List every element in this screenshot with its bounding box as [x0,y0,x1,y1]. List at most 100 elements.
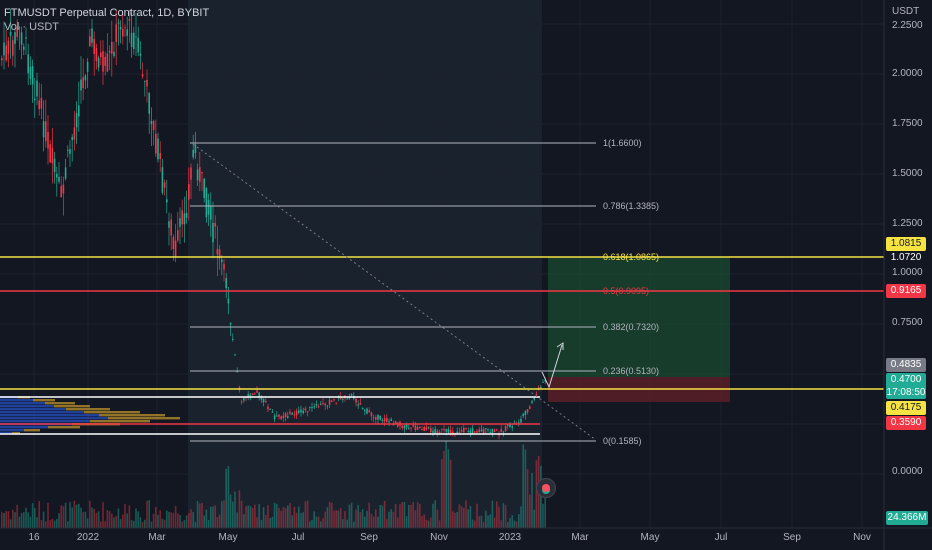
candle-body [144,80,146,82]
volume-bar [463,507,465,528]
candle-body [271,411,274,413]
volume-bar [302,512,304,528]
candle-body [302,410,304,414]
candle-body [7,40,10,54]
candle-body [370,412,373,417]
volume-bar [229,494,232,528]
candle-body [179,218,181,227]
volume-bar [108,511,111,528]
volume-bar [185,515,188,528]
volume-bar [287,505,289,528]
candle-body [300,409,302,413]
volume-bar [273,502,276,528]
volume-bar [496,501,498,528]
volume-bar [304,501,307,528]
volume-bar [452,511,454,528]
candle-body [408,427,410,429]
candle-body [49,144,51,163]
volume-bar [346,519,348,528]
volume-bar [276,503,278,528]
time-tick: 2022 [76,532,100,543]
volume-bar [320,521,322,528]
volume-bar [60,505,62,528]
volume-bar [84,511,87,528]
candle-body [375,417,377,420]
candle-body [84,75,87,81]
candle-body [284,413,287,418]
volume-bar [278,507,280,528]
candle-body [258,392,260,397]
candle-body [31,66,34,85]
candle-body [95,48,98,62]
volume-profile-row [0,429,24,432]
candle-body [359,402,362,405]
candle-body [269,408,271,410]
volume-bar [251,507,254,528]
candle-body [166,199,168,203]
candle-body [423,426,425,431]
candle-body [364,409,366,411]
candle-body [148,92,150,114]
volume-bar [465,500,467,528]
candle-body [496,429,498,431]
symbol-title[interactable]: FTMUSDT Perpetual Contract, 1D, BYBIT [4,7,210,19]
candle-body [170,219,172,236]
volume-bar [245,506,247,528]
volume-bar [438,520,441,528]
long-position-profit-zone[interactable] [548,257,730,377]
volume-bar [150,521,153,528]
volume-bar [408,504,410,528]
volume-bar [232,501,234,528]
candle-body [432,430,434,433]
fib-level-label: 0.5(0.9095) [603,286,649,296]
candle-body [533,397,535,400]
volume-bar [236,512,238,528]
candlestick-series [1,9,546,440]
fib-level-label: 0.786(1.3385) [603,201,659,211]
candle-body [320,403,322,405]
candle-body [304,408,307,411]
price-tag-yellow-lower: 0.4175 [886,401,926,415]
candle-body [185,212,188,218]
candle-body [291,412,293,415]
chart-legend[interactable]: FTMUSDT Perpetual Contract, 1D, BYBIT Vo… [4,6,209,34]
candle-body [282,415,285,418]
candle-body [355,398,357,403]
volume-bar [313,511,315,528]
volume-profile-row [54,405,90,408]
candle-body [357,404,359,406]
volume-bar [212,506,214,528]
settings-icon[interactable] [536,478,556,498]
volume-profile-row [0,414,99,417]
candle-body [366,408,368,414]
volume-bar [405,516,408,528]
candle-body [183,213,186,225]
candle-body [331,400,333,402]
forecast-arrow-icon[interactable] [541,344,563,389]
volume-bar [469,505,472,528]
volume-bar [489,514,491,528]
volume-bar [344,511,346,528]
candle-body [381,420,384,422]
candle-body [317,406,320,408]
volume-bar [218,514,221,528]
volume-bar [331,502,333,528]
trend-line-dotted[interactable] [192,143,597,441]
candle-body [458,431,461,433]
price-tick: 0.7500 [892,317,923,328]
fib-retracement[interactable]: 1(1.6600) 0.786(1.3385) 0.618(1.0865) 0.5(0… [190,138,659,446]
candle-body [38,100,40,110]
volume-bar [20,513,23,528]
candle-body [513,422,516,424]
volume-bar [315,516,318,528]
candle-body [333,399,335,401]
candle-body [471,428,474,433]
volume-bar [493,517,496,528]
candle-body [421,429,423,431]
time-tick: Jul [714,532,728,543]
volume-legend[interactable]: Vol · USDT [4,21,60,33]
volume-bar [379,505,381,528]
volume-bar [350,502,353,528]
